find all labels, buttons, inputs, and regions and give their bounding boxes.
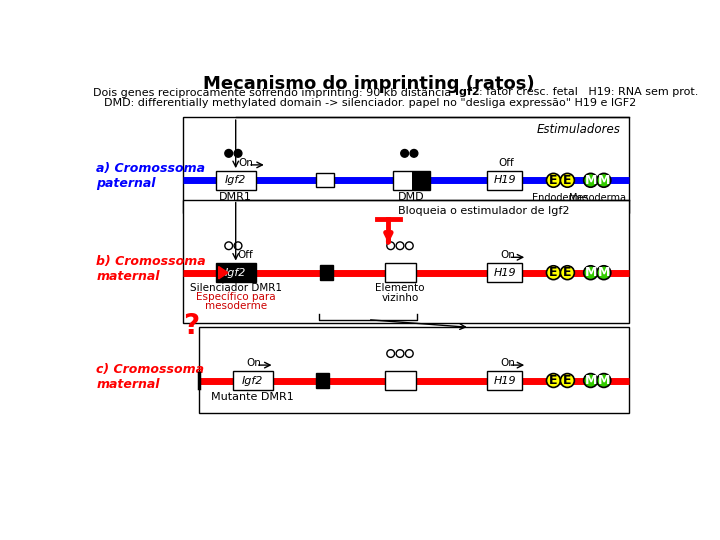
Text: On: On [239, 158, 253, 168]
Circle shape [234, 242, 242, 249]
Text: DMR1: DMR1 [220, 192, 252, 202]
Text: Estimuladores: Estimuladores [536, 123, 620, 136]
Circle shape [225, 242, 233, 249]
Circle shape [405, 350, 413, 357]
Text: Silenciador DMR1: Silenciador DMR1 [189, 284, 282, 293]
Bar [393, 171, 412, 190]
Text: Igf2: Igf2 [242, 375, 264, 386]
Text: Mesoderma: Mesoderma [569, 193, 626, 202]
Circle shape [401, 150, 408, 157]
Ellipse shape [584, 266, 598, 280]
Text: Específico para: Específico para [196, 292, 276, 302]
Text: E: E [563, 174, 572, 187]
Text: H19: H19 [493, 176, 516, 185]
Circle shape [410, 150, 418, 157]
Bar [183, 200, 629, 323]
Text: mesoderme: mesoderme [204, 301, 267, 311]
Text: Off: Off [498, 158, 514, 168]
Text: b) Cromossoma
maternal: b) Cromossoma maternal [96, 255, 206, 283]
Text: On: On [246, 358, 261, 368]
Ellipse shape [584, 173, 598, 187]
Bar [183, 117, 629, 213]
Text: Endoderme: Endoderme [533, 193, 588, 202]
Bar [412, 171, 431, 190]
Ellipse shape [597, 173, 611, 187]
Text: DMD: differentially methylated domain -> silenciador. papel no "desliga expressã: DMD: differentially methylated domain ->… [104, 98, 636, 108]
Bar [233, 372, 273, 390]
Ellipse shape [560, 173, 575, 187]
Polygon shape [219, 267, 228, 279]
Circle shape [225, 150, 233, 157]
Text: E: E [563, 266, 572, 279]
Bar [393, 171, 431, 190]
Bar [315, 173, 334, 187]
Text: On: On [500, 358, 516, 368]
Circle shape [387, 350, 395, 357]
Text: Igf2: Igf2 [455, 87, 480, 97]
Bar [215, 171, 256, 190]
Ellipse shape [584, 374, 598, 387]
Text: Igf2: Igf2 [225, 176, 246, 185]
Text: M: M [585, 374, 597, 387]
Text: E: E [549, 374, 558, 387]
Bar [487, 264, 523, 282]
Ellipse shape [560, 266, 575, 280]
Text: H19: H19 [493, 375, 516, 386]
Text: DMD: DMD [398, 192, 425, 202]
Text: M: M [598, 374, 610, 387]
Text: : fator cresc. fetal   H19: RNA sem prot.: : fator cresc. fetal H19: RNA sem prot. [480, 87, 699, 97]
Bar [215, 264, 256, 282]
Text: vizinho: vizinho [382, 293, 418, 303]
Bar [487, 171, 523, 190]
Text: Off: Off [238, 251, 253, 260]
Text: ?: ? [183, 312, 199, 340]
Text: E: E [549, 174, 558, 187]
Text: M: M [598, 266, 610, 279]
Bar [384, 264, 415, 282]
Ellipse shape [546, 266, 560, 280]
Bar [384, 372, 415, 390]
Text: M: M [585, 266, 597, 279]
Text: On: On [500, 251, 516, 260]
Bar [316, 373, 329, 388]
Ellipse shape [597, 374, 611, 387]
Text: Igf2: Igf2 [225, 268, 246, 278]
Text: E: E [549, 266, 558, 279]
Bar [487, 372, 523, 390]
Text: c) Cromossoma
maternal: c) Cromossoma maternal [96, 363, 204, 390]
Circle shape [387, 242, 395, 249]
Ellipse shape [560, 374, 575, 387]
Text: Mutante DMR1: Mutante DMR1 [212, 392, 294, 402]
Ellipse shape [546, 173, 560, 187]
Circle shape [405, 242, 413, 249]
Text: H19: H19 [493, 268, 516, 278]
Ellipse shape [546, 374, 560, 387]
Bar [199, 327, 629, 413]
Text: Dois genes reciprocamente sofrendo imprinting: 90 kb distância: Dois genes reciprocamente sofrendo impri… [93, 87, 455, 98]
Text: Bloqueia o estimulador de Igf2: Bloqueia o estimulador de Igf2 [397, 206, 570, 217]
Text: Mecanismo do imprinting (ratos): Mecanismo do imprinting (ratos) [203, 75, 535, 93]
Text: M: M [585, 174, 597, 187]
Circle shape [396, 350, 404, 357]
Circle shape [234, 150, 242, 157]
Text: E: E [563, 374, 572, 387]
Text: M: M [598, 174, 610, 187]
Ellipse shape [597, 266, 611, 280]
Circle shape [396, 242, 404, 249]
Text: a) Cromossoma
paternal: a) Cromossoma paternal [96, 163, 205, 191]
Text: Elemento: Elemento [375, 284, 425, 293]
Bar [320, 265, 333, 280]
